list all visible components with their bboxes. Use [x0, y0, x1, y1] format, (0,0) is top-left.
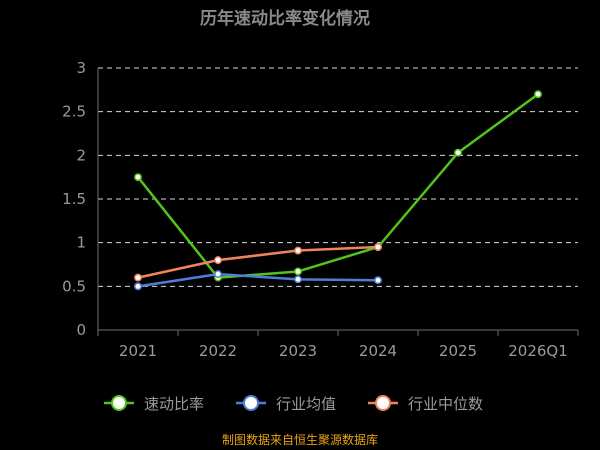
data-point: [374, 243, 382, 251]
legend-label: 行业均值: [276, 395, 336, 413]
data-point: [534, 90, 542, 99]
y-tick-label: 2: [76, 146, 86, 164]
source-note: 制图数据来自恒生聚源数据库: [222, 432, 378, 447]
axes: 0 0.5 1 1.5 2 2.5 3 2021 2022 2023 2024 2025 2026Q1: [62, 59, 579, 360]
y-tick-label: 2.5: [62, 103, 86, 121]
series-line: [137, 272, 379, 288]
y-tick-label: 0.5: [62, 277, 86, 295]
y-tick-label: 1: [76, 234, 86, 252]
data-point: [294, 246, 302, 255]
series-line: [137, 245, 379, 279]
x-tick-label: 2022: [199, 342, 237, 360]
x-tick-label: 2021: [119, 342, 157, 360]
y-tick-label: 3: [76, 59, 86, 77]
data-point: [214, 256, 222, 265]
data-point: [214, 270, 222, 279]
legend-marker: [375, 395, 391, 411]
data-point: [294, 267, 302, 276]
x-tick-label: 2025: [439, 342, 477, 360]
data-point: [134, 282, 142, 291]
x-tick-label: 2024: [359, 342, 397, 360]
data-point: [134, 273, 142, 282]
series-line: [137, 93, 539, 279]
data-point: [294, 275, 302, 284]
data-point: [374, 276, 382, 285]
chart-title: 历年速动比率变化情况: [200, 8, 370, 29]
series-group: [134, 90, 542, 291]
legend-label: 行业中位数: [408, 395, 483, 413]
data-point: [134, 173, 142, 182]
y-tick-label: 0: [76, 321, 86, 339]
legend-marker: [243, 395, 259, 411]
legend-label: 速动比率: [144, 395, 204, 413]
legend-marker: [111, 395, 127, 411]
x-tick-label: 2023: [279, 342, 317, 360]
legend: 速动比率 行业均值 行业中位数: [104, 395, 483, 413]
data-point: [454, 148, 462, 157]
x-tick-label: 2026Q1: [508, 342, 568, 360]
grid: [98, 67, 578, 287]
y-tick-label: 1.5: [62, 190, 86, 208]
